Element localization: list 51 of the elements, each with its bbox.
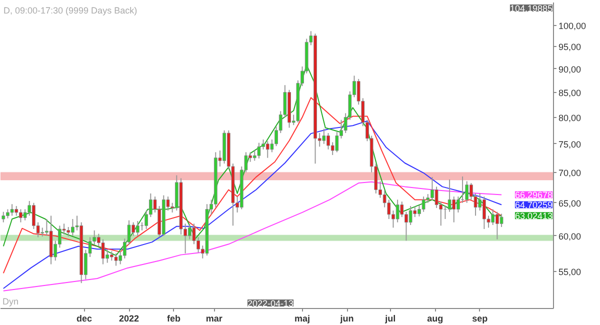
candlestick — [2, 211, 6, 223]
y-tick-label: 70,00 — [558, 168, 582, 178]
annotation: Dyn — [2, 296, 19, 306]
annotation: 63,02413 — [514, 211, 553, 222]
candlestick — [266, 140, 270, 158]
annotation: 104,19885 — [510, 4, 553, 14]
candlestick — [322, 128, 326, 144]
candlestick — [101, 238, 105, 265]
candlestick — [465, 180, 469, 204]
candlestick — [257, 142, 261, 159]
y-tick-label: 55,00 — [558, 267, 582, 278]
annotation: 2022-04-13 — [247, 298, 294, 308]
y-tick-label: 75,00 — [558, 139, 582, 150]
candlestick — [66, 226, 70, 238]
x-tick-label: 2022 — [118, 314, 140, 324]
candlestick — [252, 150, 256, 162]
y-tick-label: 90,00 — [558, 64, 582, 74]
candlestick — [23, 208, 27, 221]
candlestick — [422, 196, 426, 212]
candlestick — [10, 204, 14, 216]
annotation: 64,70259 — [514, 200, 553, 210]
annotation: 66,29678 — [514, 190, 553, 200]
x-tick-label: dec — [76, 314, 92, 324]
x-tick-label: jul — [384, 314, 396, 324]
candlestick — [500, 213, 504, 228]
candlestick — [136, 220, 140, 236]
y-tick-label: 100,00 — [558, 20, 586, 31]
candlestick — [491, 208, 495, 226]
candlestick — [335, 131, 339, 153]
x-tick-label: feb — [167, 314, 182, 324]
candlestick — [448, 178, 452, 212]
candlestick — [14, 206, 18, 216]
y-tick-label: 65,00 — [558, 198, 582, 208]
line-series — [2, 120, 502, 290]
y-tick-label: 95,00 — [558, 42, 582, 52]
x-tick-label: aug — [427, 314, 444, 324]
chart-title: D, 09:00-17:30 (9999 Days Back) — [4, 6, 138, 16]
x-tick-label: jun — [339, 314, 354, 324]
y-tick-label: 60,00 — [558, 231, 582, 242]
y-tick-label: 85,00 — [558, 88, 582, 98]
line-series — [2, 181, 502, 292]
y-tick-label: 80,00 — [558, 112, 582, 123]
candlestick — [408, 206, 412, 226]
x-tick-label: sep — [472, 314, 488, 324]
candlestick — [114, 252, 118, 266]
candlestick — [396, 199, 400, 223]
x-tick-label: maj — [294, 314, 310, 324]
candlestick — [452, 196, 456, 223]
candlestick — [434, 186, 438, 208]
candlestick — [188, 223, 192, 240]
x-tick-label: mar — [206, 314, 223, 324]
